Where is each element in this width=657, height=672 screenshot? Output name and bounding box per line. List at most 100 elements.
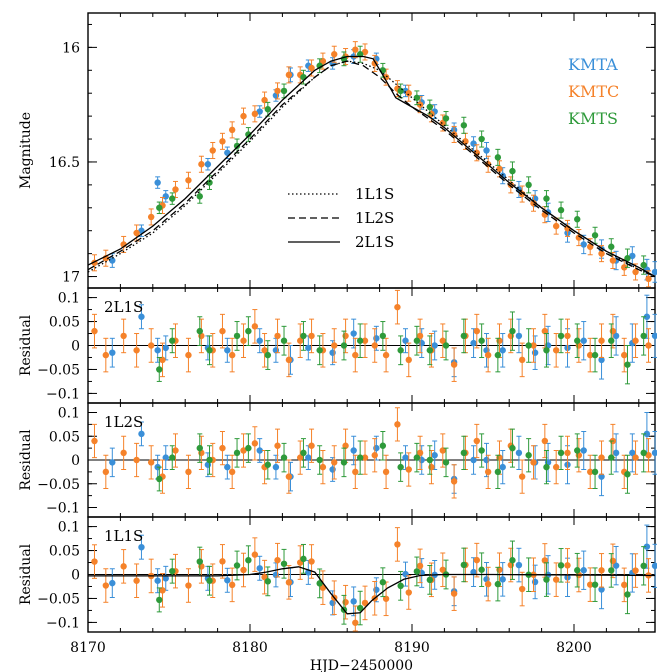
residual-point-kmtc [120,563,127,570]
residual-point-kmtc [342,598,349,606]
residual-point-kmtc [541,327,549,335]
data-point-kmts [233,142,241,150]
data-point-kmtc [261,96,268,104]
data-point-kmts [543,195,550,202]
residual-point-kmtc [352,351,359,359]
data-point-kmtc [598,250,605,257]
residual-point-kmtc [598,337,605,344]
residual-point-kmts [426,347,434,354]
residual-point-kmta [138,543,145,551]
residual-point-kmts [426,576,434,584]
residual-point-kmta [499,347,506,354]
data-point-kmts [460,122,468,129]
residual-point-kmta [431,452,438,459]
data-point-kmts [426,103,434,111]
residual-point-kmtc [297,337,304,344]
panel-label: 1L1S [104,527,143,545]
legend-series-label: KMTA [568,55,618,74]
y-tick-label: 0.05 [49,429,80,445]
residual-point-kmts [557,332,565,340]
residual-point-kmts [206,456,213,464]
residual-point-kmta [643,313,651,320]
residual-model-curve [88,566,656,615]
residual-point-kmtc [228,581,236,589]
residual-point-kmta [256,447,263,454]
residual-point-kmts [591,581,599,588]
residual-point-kmts [624,361,631,368]
residual-point-kmts [413,454,421,461]
residual-point-kmtc [147,342,155,349]
residual-point-kmtc [274,556,281,564]
residual-point-kmta [402,570,409,578]
residual-point-kmts [196,444,203,452]
residual-point-kmts [316,347,323,354]
y-tick-label: 0.1 [58,406,80,422]
residual-point-kmts [591,468,599,476]
residual-point-kmts [624,471,631,478]
residual-point-kmtc [240,566,247,574]
residual-point-kmta [431,342,438,349]
residual-point-kmts [509,444,516,452]
residual-point-kmta [329,466,336,473]
residual-point-kmtc [285,579,293,586]
y-tick-label: 0.05 [49,544,80,560]
residual-point-kmtc [382,595,390,602]
residual-point-kmta [138,313,145,320]
residual-point-kmts [640,449,647,457]
y-tick-label: 16 [62,40,80,56]
data-point-kmta [256,108,263,115]
data-point-kmts [280,87,288,95]
y-tick-label: −0.05 [37,591,80,607]
residual-point-kmtc [219,327,226,335]
residual-point-kmtc [632,567,639,574]
residual-point-kmta [162,454,169,461]
legend-model-label: 1L2S [355,209,394,227]
residual-point-kmts [413,568,421,575]
residual-point-kmtc [439,566,446,573]
residual-point-kmts [233,449,241,457]
data-point-kmts [196,193,203,200]
residual-point-kmtc [609,557,617,565]
residual-point-kmtc [159,356,166,364]
residual-point-kmtc [439,447,446,454]
y-tick-label: 0.05 [49,315,80,331]
residual-point-kmts [264,461,272,468]
residual-point-kmts [156,596,163,604]
residual-point-kmtc [361,599,369,607]
residual-point-kmts [460,561,468,569]
residual-point-kmtc [473,327,480,335]
y-tick-label: 0 [71,339,80,355]
residual-point-kmts [640,332,647,340]
residual-point-kmtc [285,473,293,480]
residual-point-kmts [264,351,272,359]
residual-point-kmts [300,449,307,457]
residual-point-kmtc [416,332,424,340]
residual-point-kmtc [632,337,639,344]
residual-point-kmta [256,565,263,572]
data-point-kmta [483,147,490,154]
residual-point-kmts [196,558,203,565]
residual-point-kmtc [552,463,560,471]
residual-point-kmtc [552,347,560,354]
residual-point-kmts [397,347,404,354]
residual-point-kmta [651,332,657,340]
residual-point-kmtc [228,351,236,359]
x-axis-label: HJD−2450000 [310,658,413,672]
y-tick-label: −0.1 [46,615,80,631]
data-point-kmtc [285,71,293,79]
residual-point-kmtc [632,454,639,461]
data-point-kmts [494,154,502,161]
y-tick-label: 0.1 [58,520,80,536]
residual-point-kmtc [416,449,424,457]
data-point-kmta [204,161,212,168]
residual-point-kmts [525,452,532,459]
x-tick-label: 8180 [232,640,268,656]
residual-point-kmta [373,444,380,452]
data-point-kmtc [405,90,412,97]
residual-point-kmtc [450,590,458,597]
residual-point-kmta [515,449,523,457]
residual-point-kmtc [308,558,315,565]
residual-point-kmts [397,582,404,590]
residual-point-kmta [515,561,523,569]
residual-point-kmtc [240,337,247,344]
